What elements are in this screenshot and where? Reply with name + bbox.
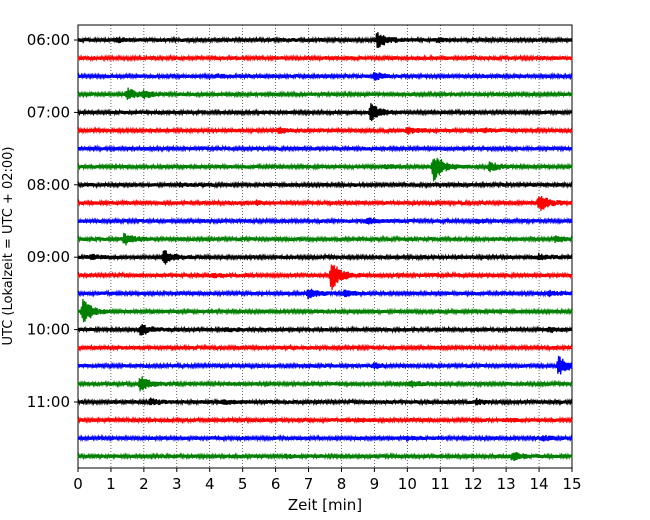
trace-1000	[77, 324, 573, 336]
vertical-grid	[110, 25, 540, 468]
trace-0830	[77, 216, 573, 226]
x-tick-label: 3	[172, 475, 182, 493]
trace-1130	[77, 433, 573, 443]
x-tick-label: 7	[304, 475, 314, 493]
trace-0945	[77, 298, 573, 323]
trace-1030	[77, 355, 573, 375]
trace-1045	[77, 376, 573, 392]
x-tick-label: 9	[370, 475, 380, 493]
trace-0630	[77, 71, 573, 81]
trace-0745	[77, 157, 573, 182]
trace-0845	[77, 232, 573, 246]
plot-frame	[77, 24, 573, 469]
x-tick-label: 14	[530, 475, 549, 493]
x-tick-label: 4	[205, 475, 215, 493]
trace-0815	[77, 195, 573, 211]
x-tick-label: 11	[431, 475, 450, 493]
x-tick-label: 8	[337, 475, 347, 493]
trace-0700	[77, 103, 573, 122]
x-tick-label: 5	[238, 475, 248, 493]
x-tick-label: 13	[497, 475, 516, 493]
x-tick-label: 1	[106, 475, 116, 493]
y-axis-ticks: 06:00 07:00 08:00 09:00 10:00 11:00	[27, 31, 78, 411]
x-tick-label: 15	[562, 475, 581, 493]
trace-0900	[77, 250, 573, 265]
trace-0600	[77, 32, 573, 48]
trace-1100	[77, 397, 573, 407]
trace-0615	[77, 53, 573, 63]
y-tick-label: 07:00	[27, 103, 70, 121]
x-tick-label: 0	[73, 475, 83, 493]
y-tick-label: 11:00	[27, 393, 70, 411]
x-axis-ticks: 0 1 2 3 4 5 6 7 8 9 10 11 12 13 14 15	[73, 468, 582, 493]
trace-0730	[77, 144, 573, 153]
trace-0715	[77, 126, 573, 135]
trace-0645	[77, 87, 573, 100]
trace-1145	[77, 451, 573, 462]
seismogram-traces	[77, 32, 573, 462]
trace-1115	[77, 415, 573, 425]
x-tick-label: 6	[271, 475, 281, 493]
y-tick-label: 06:00	[27, 31, 70, 49]
trace-0930	[77, 288, 573, 300]
y-tick-label: 08:00	[27, 176, 70, 194]
trace-0915	[77, 264, 573, 291]
trace-1015	[77, 343, 573, 352]
trace-0800	[77, 180, 573, 190]
x-tick-label: 2	[139, 475, 149, 493]
x-tick-label: 10	[398, 475, 417, 493]
x-tick-label: 12	[464, 475, 483, 493]
y-tick-label: 09:00	[27, 248, 70, 266]
y-axis-label: UTC (Lokalzeit = UTC + 02:00)	[1, 147, 16, 346]
y-tick-label: 10:00	[27, 321, 70, 339]
x-axis-label: Zeit [min]	[288, 496, 362, 514]
